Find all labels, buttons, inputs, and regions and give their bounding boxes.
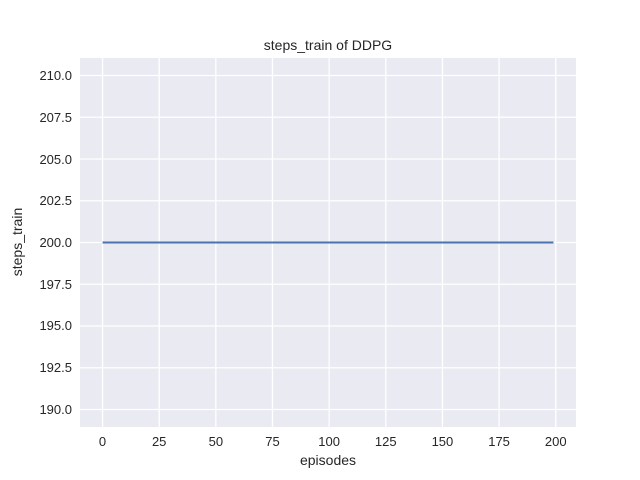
y-tick-label: 195.0 [39, 318, 72, 334]
y-tick-label: 190.0 [39, 401, 72, 417]
chart-title: steps_train of DDPG [263, 37, 393, 53]
y-axis-label: steps_train [9, 207, 25, 277]
x-tick-label: 50 [208, 434, 224, 449]
x-tick-label: 75 [265, 434, 280, 449]
x-axis-label: episodes [299, 452, 357, 468]
y-tick-label: 202.5 [39, 193, 72, 209]
x-tick-label: 150 [431, 434, 454, 449]
y-tick-label: 207.5 [39, 109, 72, 125]
x-tick-label: 25 [151, 434, 167, 449]
y-tick-label: 197.5 [39, 276, 72, 292]
x-tick-label: 0 [98, 434, 107, 449]
y-tick-label: 210.0 [39, 68, 72, 84]
x-tick-label: 200 [544, 434, 567, 449]
x-tick-label: 125 [374, 434, 397, 449]
y-tick-label: 192.5 [39, 360, 72, 376]
x-tick-label: 175 [488, 434, 510, 449]
y-tick-label: 205.0 [39, 151, 72, 167]
plot-canvas [80, 58, 576, 427]
x-tick-label: 100 [318, 434, 340, 449]
plot-area [80, 58, 576, 427]
y-tick-label: 200.0 [39, 235, 72, 250]
